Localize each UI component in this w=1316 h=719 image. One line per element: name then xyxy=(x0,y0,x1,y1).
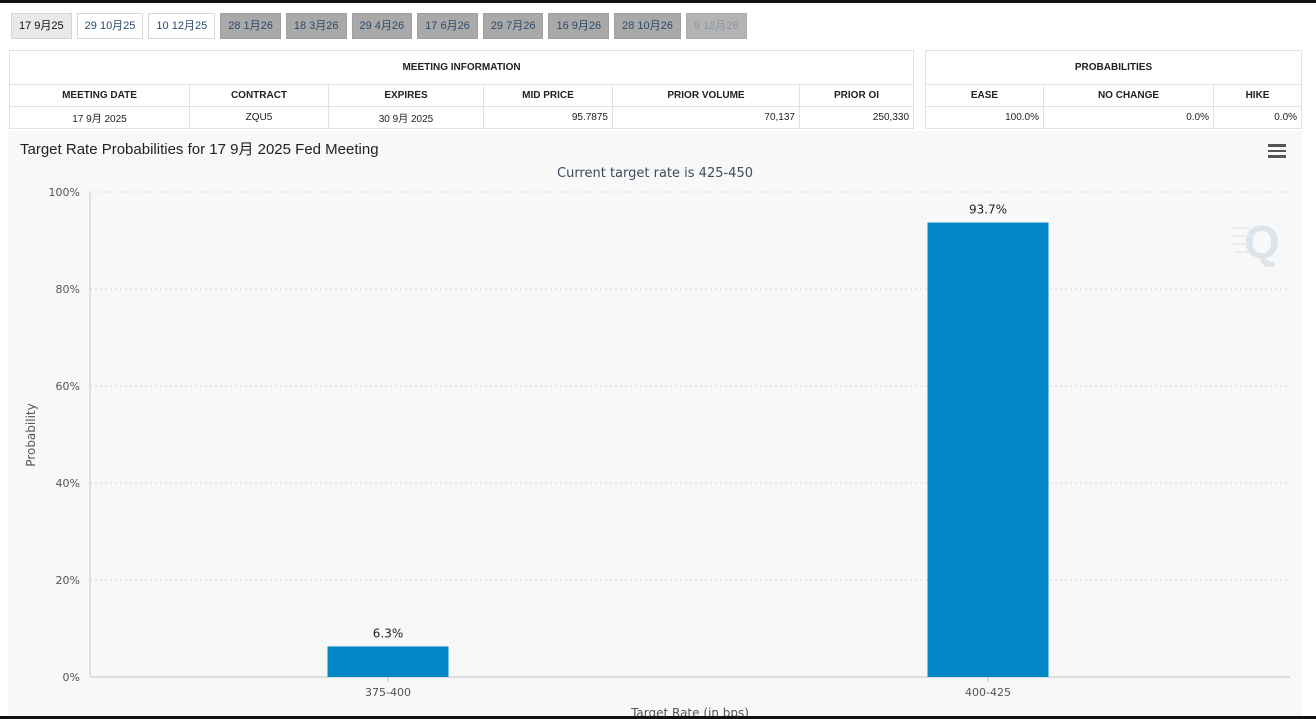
y-tick-label: 40% xyxy=(56,477,80,490)
x-tick-label: 375-400 xyxy=(365,686,411,699)
y-tick-label: 20% xyxy=(56,574,80,587)
meeting-date-tabs: 17 9月25 29 10月25 10 12月25 28 1月26 18 3月26 29 … xyxy=(11,13,747,39)
tab-meeting-6[interactable]: 17 6月26 xyxy=(417,13,478,39)
bar-data-label: 93.7% xyxy=(969,203,1007,217)
table-row: 100.0% 0.0% 0.0% xyxy=(925,106,1303,129)
tab-meeting-7[interactable]: 29 7月26 xyxy=(482,13,544,39)
tab-meeting-0[interactable]: 17 9月25 xyxy=(11,13,72,39)
tab-meeting-8[interactable]: 16 9月26 xyxy=(548,13,610,39)
tab-meeting-9[interactable]: 28 10月26 xyxy=(614,13,681,39)
bar-375-400[interactable] xyxy=(327,646,449,677)
grid-lines xyxy=(90,191,1290,581)
hike-value: 0.0% xyxy=(1212,106,1303,129)
tab-meeting-1[interactable]: 29 10月25 xyxy=(76,13,144,39)
ease-value: 100.0% xyxy=(925,106,1044,129)
y-tick-label: 60% xyxy=(56,380,80,393)
chart-title: Target Rate Probabilities for 17 9月 2025… xyxy=(20,141,379,158)
tab-meeting-10: 9 12月26 xyxy=(685,13,747,39)
table-row: 17 9月 2025 ZQU5 30 9月 2025 95.7875 70,13… xyxy=(9,106,915,129)
x-tick-label: 400-425 xyxy=(965,686,1011,699)
prior-oi-value: 250,330 xyxy=(798,106,915,129)
meeting-information-title: MEETING INFORMATION xyxy=(8,50,915,85)
bottom-border xyxy=(0,716,1316,719)
hamburger-menu-icon[interactable] xyxy=(1268,144,1286,158)
probabilities-table: PROBABILITIES EASE NO CHANGE HIKE 100.0%… xyxy=(924,50,1303,129)
top-border xyxy=(0,0,1316,3)
tab-meeting-4[interactable]: 18 3月26 xyxy=(285,13,347,39)
y-axis-label: Probability xyxy=(24,403,38,466)
bar-data-label: 6.3% xyxy=(373,626,404,640)
chart-area xyxy=(8,131,1302,719)
meeting-date-value: 17 9月 2025 xyxy=(9,106,190,129)
bar-400-425[interactable] xyxy=(927,222,1049,677)
tab-meeting-5[interactable]: 29 4月26 xyxy=(351,13,413,39)
y-tick-label: 80% xyxy=(56,283,80,296)
y-tick-label: 0% xyxy=(63,671,80,684)
tab-meeting-2[interactable]: 10 12月25 xyxy=(148,13,216,39)
tab-meeting-3[interactable]: 28 1月26 xyxy=(220,13,281,39)
chart-subtitle: Current target rate is 425-450 xyxy=(557,166,753,181)
header-prior-oi: PRIOR OI xyxy=(798,84,915,107)
y-tick-label: 100% xyxy=(49,186,80,199)
quikstrike-logo-icon: Q xyxy=(1232,216,1280,268)
watermark-letter: Q xyxy=(1244,216,1280,268)
mid-price-value: 95.7875 xyxy=(483,106,613,129)
meeting-information-table: MEETING INFORMATION MEETING DATE CONTRAC… xyxy=(8,50,915,129)
bars: 6.3% 93.7% xyxy=(327,203,1049,677)
x-axis-label: Target Rate (in bps) xyxy=(630,706,749,719)
axes: 0% 20% 40% 60% 80% 100% 375-400 400-425 xyxy=(49,186,1290,699)
